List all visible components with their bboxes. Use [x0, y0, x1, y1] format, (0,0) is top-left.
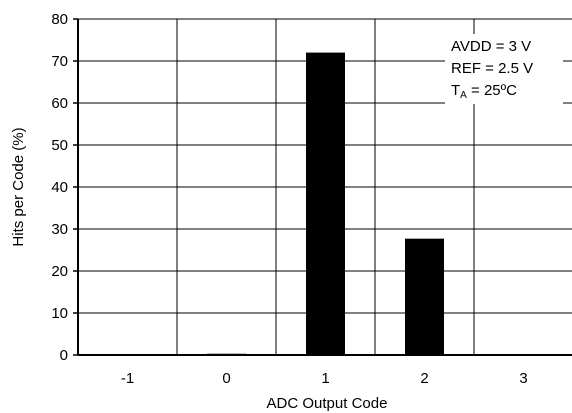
x-tick-label: -1 [121, 370, 134, 387]
annotation-ref: REF = 2.5 V [451, 60, 533, 77]
y-tick-label: 50 [51, 137, 68, 154]
y-tick-label: 40 [51, 179, 68, 196]
x-tick-label: 2 [420, 370, 428, 387]
y-tick-label: 20 [51, 263, 68, 280]
y-tick-label: 0 [60, 347, 68, 364]
bar-1 [306, 52, 345, 355]
conditions-annotation: AVDD = 3 V REF = 2.5 V TA = 25ºC [445, 34, 563, 104]
x-tick-label: 0 [222, 370, 230, 387]
y-tick-labels: 0 10 20 30 40 50 60 70 80 [51, 11, 68, 364]
x-axis-title: ADC Output Code [267, 395, 388, 412]
annotation-temperature-value: = 25ºC [467, 82, 517, 99]
y-tick-label: 80 [51, 11, 68, 28]
y-tick-label: 30 [51, 221, 68, 238]
y-tick-label: 10 [51, 305, 68, 322]
x-tick-labels: -1 0 1 2 3 [121, 370, 528, 387]
bar-layer [207, 52, 444, 355]
x-tick-label: 1 [321, 370, 329, 387]
annotation-temperature: TA = 25ºC [451, 82, 517, 101]
x-tick-label: 3 [519, 370, 527, 387]
bar-2 [405, 238, 444, 355]
annotation-background [445, 34, 563, 104]
y-tick-label: 70 [51, 53, 68, 70]
annotation-temperature-subscript: A [460, 90, 467, 101]
y-tick-label: 60 [51, 95, 68, 112]
y-axis-title: Hits per Code (%) [10, 127, 27, 246]
annotation-avdd: AVDD = 3 V [451, 38, 531, 55]
plot-frame [73, 18, 572, 356]
annotation-temperature-symbol: T [451, 82, 460, 99]
